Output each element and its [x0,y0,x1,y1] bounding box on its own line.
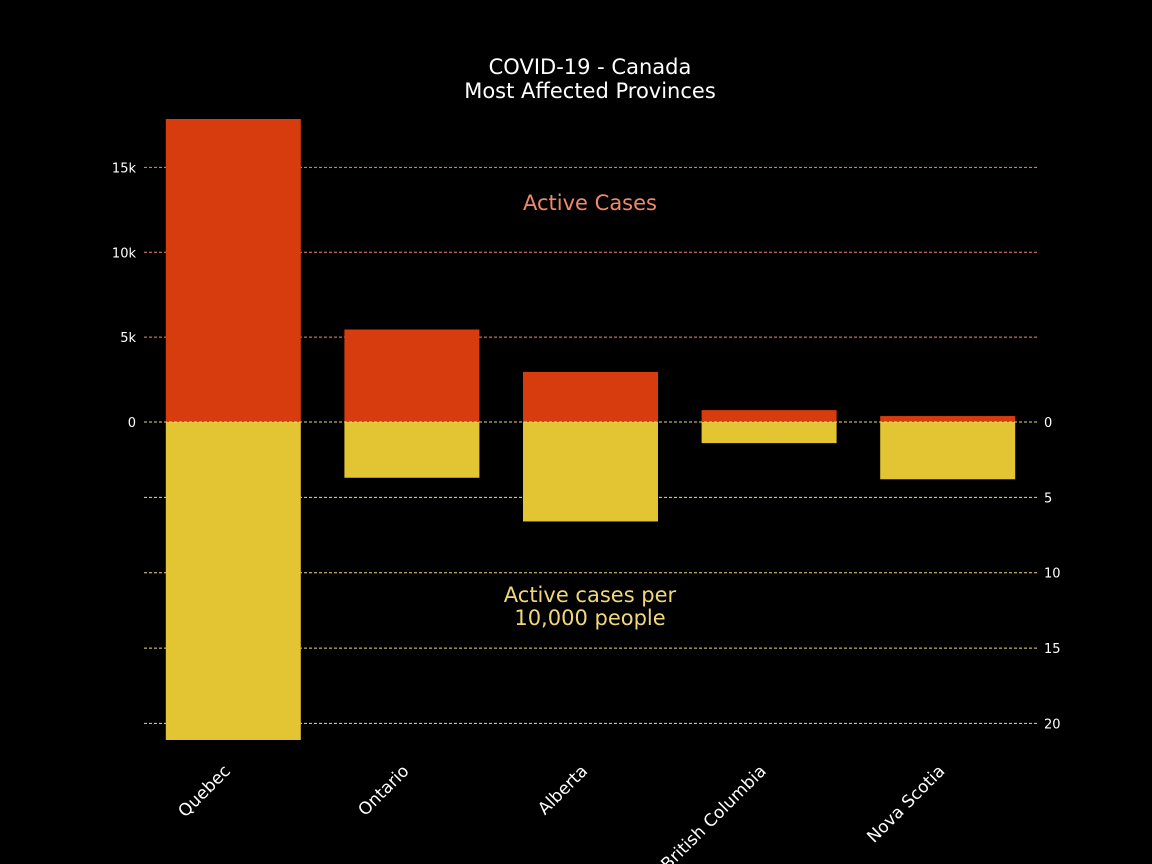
right-tick-label: 5 [1044,491,1052,506]
per-capita-label-line2: 10,000 people [514,606,665,630]
per-capita-label-line1: Active cases per [504,583,677,607]
right-tick-label: 10 [1044,567,1061,582]
left-tick-label: 10k [112,246,137,261]
category-label: Nova Scotia [863,761,949,847]
left-tick-label: 15k [112,161,137,176]
bar-active-cases [523,371,658,422]
category-label: Ontario [354,761,413,820]
category-labels: Quebec Ontario Alberta British Columbia Nova… [175,761,950,864]
bar-per-capita [523,422,658,522]
right-tick-label: 20 [1044,717,1061,732]
bar-per-capita [165,422,301,740]
left-tick-label: 0 [128,416,136,431]
left-tick-label: 5k [120,331,136,346]
bar-per-capita [701,422,837,444]
right-tick-label: 0 [1044,416,1052,431]
category-label: Quebec [175,761,235,821]
bar-active-cases [880,416,1016,422]
right-tick-label: 15 [1044,642,1061,657]
chart-title-line1: COVID-19 - Canada [489,55,692,79]
category-label: Alberta [534,761,592,819]
bar-active-cases [701,410,837,422]
bar-active-cases [165,119,301,422]
bar-per-capita [880,422,1016,480]
bar-per-capita [344,422,480,478]
bars [144,119,1037,740]
chart-title-line2: Most Affected Provinces [464,79,716,103]
axis-ticks: 0 5k 10k 15k 0 5 10 15 20 [112,161,1061,732]
category-label: British Columbia [657,761,770,864]
bar-active-cases [344,329,480,422]
active-cases-label: Active Cases [523,191,657,215]
